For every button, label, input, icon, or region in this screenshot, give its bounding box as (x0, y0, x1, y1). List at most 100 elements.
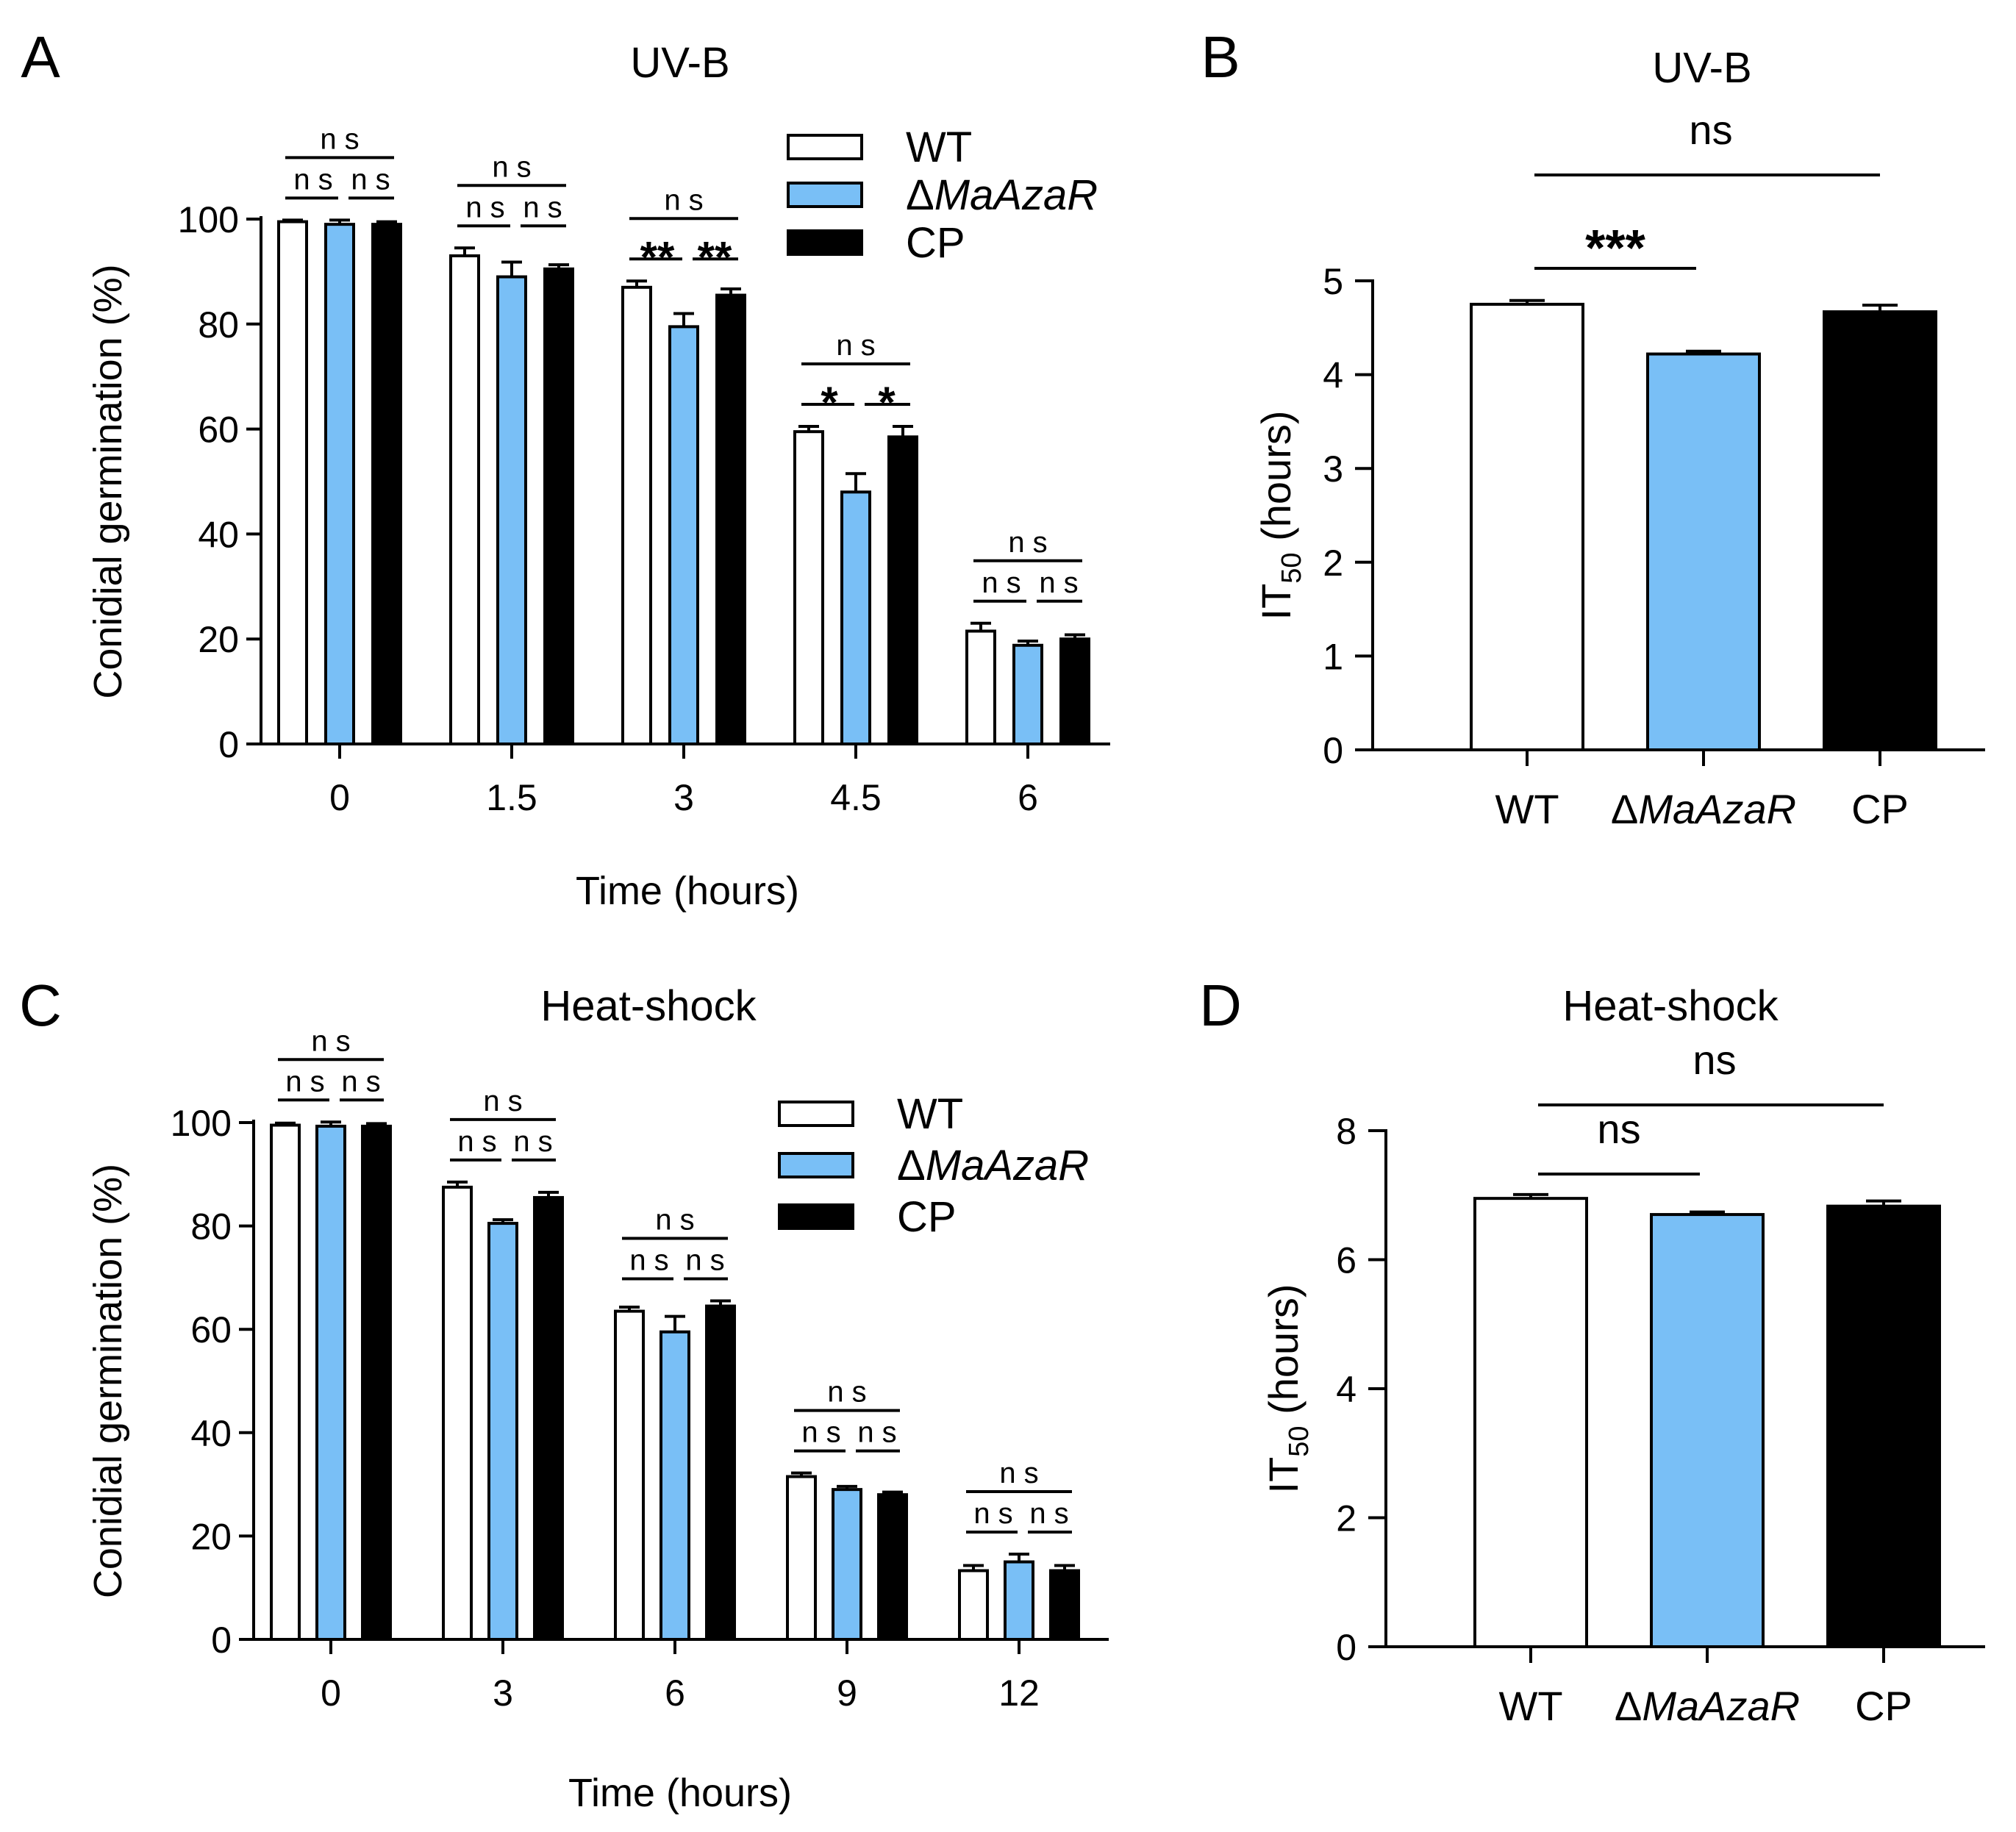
y-tick-label: 5 (1323, 261, 1343, 302)
bar (1004, 1560, 1034, 1642)
y-tick-label: 4 (1336, 1369, 1356, 1410)
sig-label: n s (836, 329, 875, 362)
panel-letter: C (19, 973, 62, 1038)
x-tick-label: 0 (329, 777, 350, 818)
y-tick-label: 20 (190, 1516, 232, 1557)
bar (621, 285, 652, 745)
chart-title: Heat-shock (1562, 982, 1779, 1030)
bar (668, 325, 699, 745)
bar (371, 223, 402, 745)
bar (315, 1124, 346, 1641)
x-tick-label: 12 (998, 1672, 1040, 1714)
x-tick-label: CP (1855, 1683, 1912, 1729)
panel-D: D Heat-shock 0 2 4 6 8 IT50 (hours) WT ΔMaAzaR CP n… (1199, 973, 1985, 1729)
x-tick-label: 4.5 (830, 777, 882, 818)
bar (832, 1488, 862, 1641)
sig-label: * (878, 378, 896, 427)
legend-swatch (787, 182, 863, 208)
bar (442, 1185, 473, 1641)
y-tick-label: 60 (190, 1309, 232, 1350)
y-axis-label: IT50 (hours) (1260, 1284, 1315, 1494)
legend-label: CP (897, 1193, 957, 1241)
bar (715, 293, 746, 745)
bar (705, 1304, 736, 1641)
bar (965, 629, 996, 745)
sig-label: n s (465, 191, 504, 223)
bar (614, 1309, 645, 1641)
sig-label: n s (655, 1204, 694, 1237)
sig-label: n s (629, 1245, 668, 1277)
chart-title: UV-B (630, 39, 729, 87)
bar (324, 223, 355, 745)
sig-label: n s (483, 1085, 522, 1117)
bar (270, 1123, 301, 1641)
bar (840, 490, 871, 746)
legend-swatch (778, 1203, 854, 1230)
bar (887, 435, 918, 745)
sig-label: n s (1029, 1498, 1068, 1530)
sig-label: *** (1585, 219, 1645, 276)
bar (877, 1493, 908, 1642)
chart-title: UV-B (1652, 44, 1751, 92)
panel-letter: D (1199, 973, 1242, 1038)
x-tick-label: 6 (665, 1672, 685, 1714)
legend-label: ΔMaAzaR (897, 1142, 1089, 1189)
bar (487, 1222, 518, 1641)
sig-label: n s (801, 1417, 840, 1449)
y-tick-label: 4 (1323, 355, 1343, 396)
bar (533, 1195, 564, 1642)
sig-label: ns (1692, 1037, 1736, 1083)
x-tick-label: WT (1495, 786, 1559, 832)
sig-label: ns (1597, 1106, 1640, 1152)
x-tick-label: 3 (673, 777, 694, 818)
legend-label: ΔMaAzaR (906, 171, 1098, 219)
y-tick-label: 60 (198, 409, 239, 451)
sig-label: ** (698, 232, 732, 282)
bar (1823, 310, 1937, 752)
sig-label: n s (492, 151, 531, 183)
bar (1650, 1213, 1765, 1648)
bar (1012, 643, 1043, 745)
sig-label: n s (664, 184, 703, 216)
x-tick-label: ΔMaAzaR (1611, 786, 1796, 832)
legend-label: WT (906, 124, 972, 171)
y-tick-label: 20 (198, 619, 239, 660)
bar (958, 1569, 989, 1641)
bar (1473, 1197, 1588, 1648)
bar (1826, 1204, 1941, 1648)
y-axis-label: Conidial germination (%) (86, 264, 130, 698)
x-tick-label: 1.5 (486, 777, 537, 818)
y-tick-label: 2 (1323, 543, 1343, 584)
bar (1049, 1569, 1080, 1641)
panel-B: B UV-B 0 1 2 3 4 5 IT50 (hours) WT ΔMaAzaR CP *** ns (1201, 24, 1985, 832)
sig-label: ** (640, 232, 675, 282)
y-tick-label: 0 (211, 1620, 232, 1661)
bar (1646, 352, 1761, 751)
y-tick-label: 80 (198, 304, 239, 346)
bar (361, 1124, 392, 1641)
sig-label: n s (311, 1025, 350, 1057)
sig-label: n s (457, 1126, 496, 1158)
sig-label: n s (973, 1498, 1012, 1530)
y-axis-label: IT50 (hours) (1253, 411, 1307, 620)
legend-swatch (778, 1152, 854, 1178)
legend-label: WT (897, 1090, 963, 1138)
sig-label: n s (1008, 526, 1047, 559)
x-tick-label: 6 (1018, 777, 1038, 818)
x-axis-label: Time (hours) (576, 869, 799, 913)
y-tick-label: 0 (218, 724, 239, 765)
y-tick-label: 80 (190, 1206, 232, 1248)
sig-label: n s (685, 1245, 724, 1277)
x-tick-label: 9 (837, 1672, 857, 1714)
sig-label: * (821, 378, 838, 427)
y-tick-label: 1 (1323, 636, 1343, 677)
bar (496, 275, 527, 746)
y-tick-label: 3 (1323, 448, 1343, 490)
y-axis-label: Conidial germination (%) (86, 1164, 130, 1598)
bar (277, 220, 308, 745)
x-tick-label: WT (1498, 1683, 1562, 1729)
legend-swatch (787, 229, 863, 256)
bar (660, 1330, 690, 1641)
